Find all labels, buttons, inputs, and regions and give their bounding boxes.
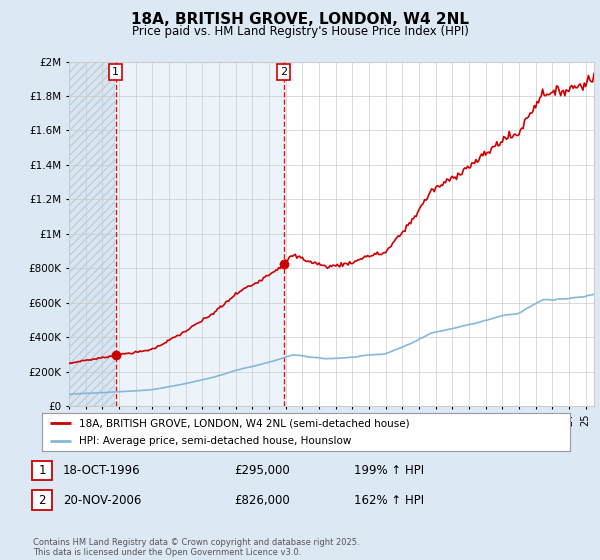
Text: 162% ↑ HPI: 162% ↑ HPI bbox=[354, 493, 424, 507]
Text: Price paid vs. HM Land Registry's House Price Index (HPI): Price paid vs. HM Land Registry's House … bbox=[131, 25, 469, 38]
Text: 18A, BRITISH GROVE, LONDON, W4 2NL: 18A, BRITISH GROVE, LONDON, W4 2NL bbox=[131, 12, 469, 27]
Text: HPI: Average price, semi-detached house, Hounslow: HPI: Average price, semi-detached house,… bbox=[79, 436, 352, 446]
Text: £295,000: £295,000 bbox=[234, 464, 290, 477]
Text: Contains HM Land Registry data © Crown copyright and database right 2025.
This d: Contains HM Land Registry data © Crown c… bbox=[33, 538, 359, 557]
Bar bbox=[69, 62, 115, 406]
Text: 2: 2 bbox=[38, 493, 46, 507]
Text: 20-NOV-2006: 20-NOV-2006 bbox=[63, 493, 142, 507]
Bar bbox=[69, 62, 115, 406]
Text: 18-OCT-1996: 18-OCT-1996 bbox=[63, 464, 140, 477]
Text: 18A, BRITISH GROVE, LONDON, W4 2NL (semi-detached house): 18A, BRITISH GROVE, LONDON, W4 2NL (semi… bbox=[79, 418, 410, 428]
Text: 1: 1 bbox=[112, 67, 119, 77]
Bar bbox=[115, 62, 284, 406]
Text: 1: 1 bbox=[38, 464, 46, 477]
Text: £826,000: £826,000 bbox=[234, 493, 290, 507]
Text: 2: 2 bbox=[280, 67, 287, 77]
Text: 199% ↑ HPI: 199% ↑ HPI bbox=[354, 464, 424, 477]
